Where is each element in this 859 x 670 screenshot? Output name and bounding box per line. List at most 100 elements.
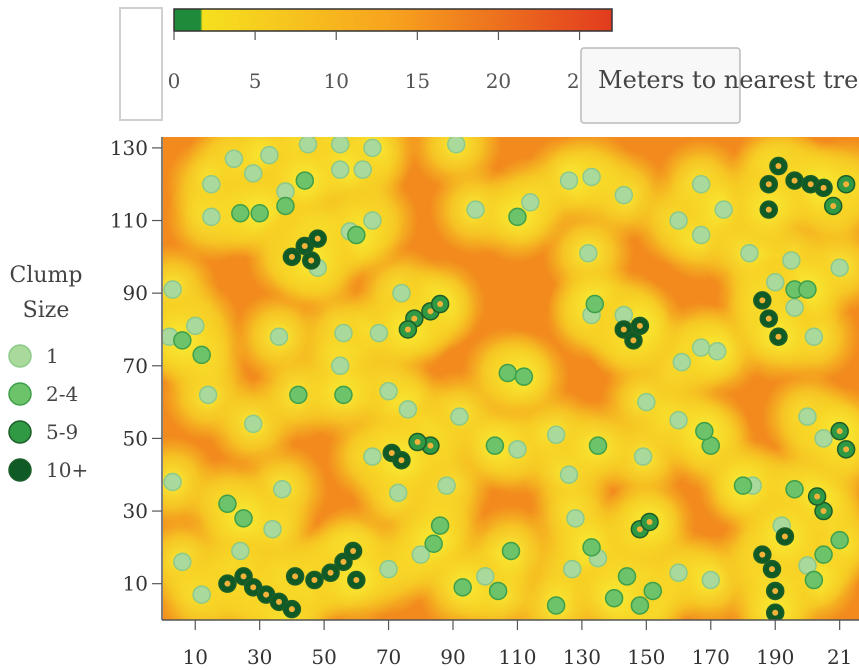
tree-point-center — [772, 609, 779, 616]
tree-point — [559, 171, 579, 190]
tree-point-center — [636, 526, 643, 533]
tree-point — [695, 421, 714, 441]
legend-label: 1 — [46, 344, 59, 368]
tree-point — [785, 480, 804, 499]
tree-point-center — [843, 446, 850, 453]
x-tick-label: 150 — [627, 645, 665, 669]
tree-point — [546, 596, 566, 615]
tree-point — [765, 273, 785, 292]
tree-point — [163, 472, 182, 492]
tree-point — [250, 204, 269, 223]
tree-point — [559, 465, 579, 484]
plot-area — [163, 137, 859, 620]
tree-point — [804, 570, 824, 590]
tree-point — [691, 225, 711, 245]
tree-point — [185, 316, 205, 336]
tree-point — [192, 345, 211, 365]
tree-point-center — [263, 591, 270, 598]
colorbar-tick-label: 10 — [323, 69, 348, 93]
legend: Clump Size 1 2-4 5-9 10+ — [8, 263, 88, 482]
x-tick-label: 30 — [247, 645, 272, 669]
legend-swatch — [8, 382, 32, 406]
tree-point — [363, 138, 382, 158]
tree-point-center — [843, 181, 850, 188]
tree-point — [163, 280, 182, 299]
tree-point-center — [820, 184, 827, 191]
tree-point — [369, 323, 389, 343]
tree-point — [785, 298, 804, 317]
colorbar-gradient — [173, 8, 613, 32]
y-tick-label: 130 — [110, 136, 148, 160]
tree-point-center — [340, 558, 347, 565]
x-tick-label: 170 — [692, 645, 730, 669]
tree-point — [637, 392, 656, 412]
tree-point-center — [311, 577, 318, 584]
tree-point-center — [404, 326, 411, 333]
tree-point — [224, 149, 244, 169]
tree-point — [740, 243, 759, 263]
x-axis: 10 30 50 70 90 110 130 150 170 190 21 — [182, 620, 852, 669]
tree-point — [192, 585, 211, 604]
tree-point — [411, 545, 431, 564]
tree-point — [450, 407, 469, 426]
tree-point — [669, 211, 688, 230]
tree-point-center — [240, 573, 247, 580]
tree-point — [804, 327, 824, 346]
tree-point — [260, 145, 279, 165]
colorbar-tick-label: 5 — [249, 69, 262, 93]
tree-point-center — [276, 598, 282, 605]
tree-point-center — [327, 569, 334, 576]
tree-point-center — [759, 551, 766, 558]
tree-point — [814, 429, 833, 448]
tree-point — [363, 447, 382, 466]
tree-point — [379, 381, 398, 401]
x-tick-label: 190 — [756, 645, 794, 669]
colorbar-tick-label: 0 — [168, 69, 181, 93]
y-tick-label: 110 — [110, 209, 148, 233]
x-tick-label: 50 — [311, 645, 336, 669]
tree-point — [398, 400, 418, 419]
tree-point — [272, 480, 292, 499]
legend-title-line2: Size — [23, 298, 70, 323]
tree-point — [562, 559, 582, 579]
tree-point — [330, 137, 350, 154]
tree-point — [173, 552, 192, 572]
tree-point — [424, 534, 443, 553]
tree-point-center — [781, 533, 788, 540]
tree-point — [579, 243, 598, 263]
tree-point — [498, 363, 518, 383]
tree-point — [643, 581, 663, 601]
tree-point-center — [250, 584, 257, 591]
y-tick-label: 10 — [123, 572, 148, 596]
tree-point — [585, 294, 605, 314]
tree-point-center — [224, 580, 231, 587]
tree-point — [202, 174, 221, 194]
tree-point — [508, 207, 527, 227]
tree-point-center — [775, 163, 782, 170]
tree-point — [604, 588, 624, 608]
legend-swatch — [8, 344, 32, 368]
tree-point — [475, 567, 495, 586]
tree-point — [231, 541, 250, 561]
x-tick-label: 10 — [182, 645, 207, 669]
legend-swatch — [8, 458, 32, 482]
tree-point — [733, 476, 753, 495]
tree-point-center — [791, 177, 798, 184]
legend-title-line1: Clump — [10, 263, 83, 288]
tree-point — [379, 559, 398, 579]
tree-point-center — [314, 235, 321, 242]
tree-point — [243, 164, 263, 183]
tree-point — [298, 137, 318, 154]
tree-point-center — [769, 566, 775, 573]
tree-point-center — [814, 493, 821, 500]
tree-point-center — [398, 457, 405, 464]
tree-point — [334, 385, 353, 405]
tree-point — [488, 581, 508, 601]
tree-point — [566, 509, 585, 528]
x-tick-label: 70 — [376, 645, 401, 669]
tree-point — [446, 137, 466, 154]
heat-halo — [163, 294, 229, 387]
tree-point — [630, 596, 650, 615]
tree-point — [202, 207, 221, 227]
